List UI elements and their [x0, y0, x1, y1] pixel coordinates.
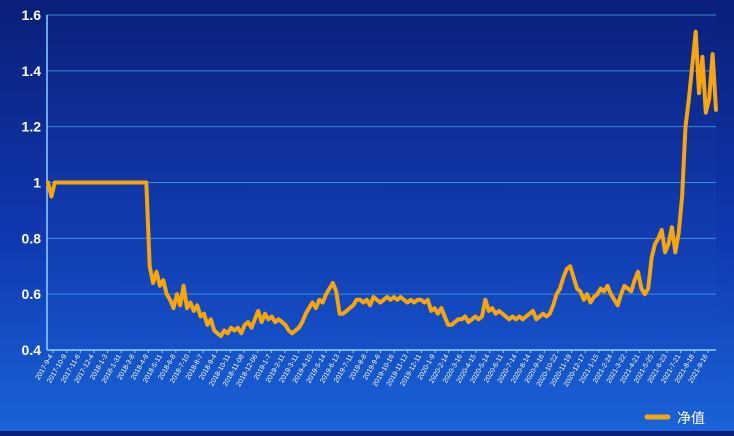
- legend-label: 净值: [677, 410, 705, 426]
- y-tick-label: 1.2: [22, 119, 42, 135]
- y-tick-label: 1.6: [22, 7, 42, 23]
- legend: 净值: [644, 410, 705, 426]
- series-line-nav: [46, 29, 718, 338]
- y-tick-label: 1: [33, 175, 41, 191]
- grid-lines: [47, 14, 716, 295]
- y-tick-label: 0.6: [22, 286, 42, 302]
- y-tick-label: 0.8: [22, 230, 42, 246]
- x-axis-labels: 2017-9-42017-10-92017-11-62017-12-42018-…: [35, 350, 710, 388]
- y-axis-labels: 0.4 0.6 0.8 1 1.2 1.4 1.6: [22, 7, 42, 358]
- series-layer: [46, 29, 718, 338]
- y-tick-label: 1.4: [22, 63, 42, 79]
- y-tick-label: 0.4: [22, 342, 42, 358]
